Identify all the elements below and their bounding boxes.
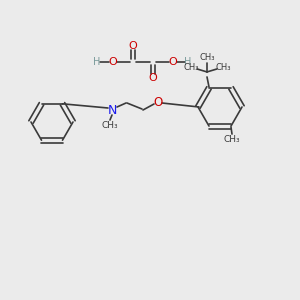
Text: O: O bbox=[169, 57, 177, 67]
Text: H: H bbox=[93, 57, 101, 67]
Text: O: O bbox=[148, 73, 158, 83]
Text: CH₃: CH₃ bbox=[215, 63, 231, 72]
Text: CH₃: CH₃ bbox=[224, 135, 240, 144]
Text: O: O bbox=[109, 57, 117, 67]
Text: O: O bbox=[153, 97, 163, 110]
Text: O: O bbox=[129, 41, 137, 51]
Text: N: N bbox=[107, 103, 117, 116]
Text: CH₃: CH₃ bbox=[183, 63, 199, 72]
Text: CH₃: CH₃ bbox=[102, 121, 118, 130]
Text: H: H bbox=[184, 57, 192, 67]
Text: CH₃: CH₃ bbox=[199, 53, 215, 62]
